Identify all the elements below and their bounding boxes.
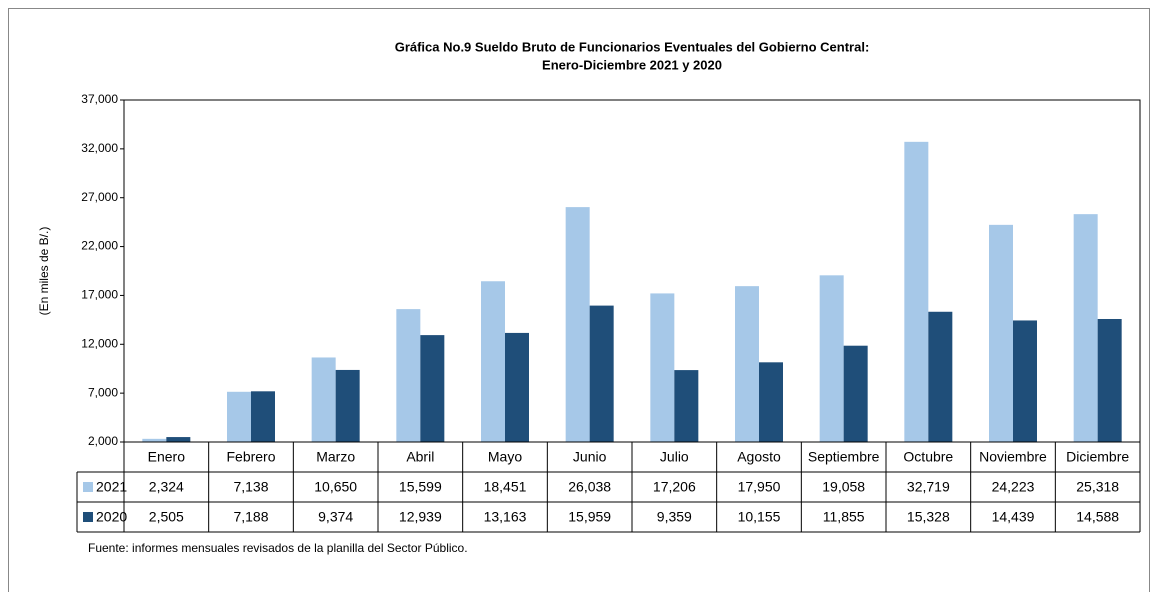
y-tick-label: 17,000 xyxy=(81,288,118,302)
bar xyxy=(735,286,759,442)
table-value: 9,359 xyxy=(657,509,692,525)
bar xyxy=(1013,320,1037,442)
bar xyxy=(311,357,336,442)
table-value: 12,939 xyxy=(399,509,442,525)
bar xyxy=(166,437,191,442)
legend-swatch xyxy=(83,482,93,492)
table-value: 17,206 xyxy=(653,479,696,495)
bar xyxy=(142,438,167,442)
chart-title: Gráfica No.9 Sueldo Bruto de Funcionario… xyxy=(395,39,870,54)
x-tick-label: Septiembre xyxy=(808,449,880,465)
bar xyxy=(420,335,445,442)
table-value: 19,058 xyxy=(822,479,865,495)
table-value: 17,950 xyxy=(738,479,781,495)
x-tick-label: Junio xyxy=(573,449,607,465)
table-value: 13,163 xyxy=(484,509,527,525)
table-value: 9,374 xyxy=(318,509,353,525)
bar xyxy=(904,141,929,442)
table-value: 26,038 xyxy=(568,479,611,495)
y-tick-label: 2,000 xyxy=(88,434,118,448)
bar xyxy=(1073,214,1098,442)
x-tick-label: Julio xyxy=(660,449,689,465)
x-tick-label: Febrero xyxy=(226,449,275,465)
table-value: 25,318 xyxy=(1076,479,1119,495)
bar xyxy=(1097,318,1122,442)
bar xyxy=(251,391,275,442)
table-value: 11,855 xyxy=(823,509,865,525)
table-value: 18,451 xyxy=(484,479,527,495)
table-value: 10,650 xyxy=(314,479,357,495)
table-value: 15,328 xyxy=(907,509,950,525)
bar xyxy=(674,370,699,442)
y-axis-label: (En miles de B/.) xyxy=(37,227,51,316)
bar xyxy=(928,311,953,442)
bar xyxy=(759,362,783,442)
y-tick-label: 32,000 xyxy=(81,141,118,155)
bar xyxy=(819,275,844,442)
y-tick-label: 27,000 xyxy=(81,190,118,204)
bar xyxy=(505,332,529,442)
bar xyxy=(481,281,505,442)
bar xyxy=(589,305,614,442)
frame xyxy=(8,8,1150,592)
x-tick-label: Agosto xyxy=(737,449,781,465)
table-value: 7,188 xyxy=(233,509,268,525)
table-value: 14,439 xyxy=(992,509,1035,525)
table-value: 24,223 xyxy=(992,479,1035,495)
y-tick-label: 22,000 xyxy=(81,239,118,253)
x-tick-label: Octubre xyxy=(903,449,953,465)
y-tick-label: 37,000 xyxy=(81,92,118,106)
bar xyxy=(843,345,868,442)
bar xyxy=(989,224,1013,442)
x-tick-label: Diciembre xyxy=(1066,449,1129,465)
plot-area xyxy=(123,99,1141,443)
bar xyxy=(335,369,360,442)
bar xyxy=(396,309,421,442)
table-value: 2,505 xyxy=(149,509,184,525)
bar xyxy=(227,391,251,442)
table-value: 2,324 xyxy=(149,479,184,495)
x-tick-label: Enero xyxy=(148,449,186,465)
y-tick-label: 7,000 xyxy=(88,385,118,399)
table-value: 10,155 xyxy=(738,509,781,525)
source-note: Fuente: informes mensuales revisados de … xyxy=(88,541,468,555)
table-value: 15,959 xyxy=(568,509,611,525)
table-value: 14,588 xyxy=(1076,509,1119,525)
x-tick-label: Noviembre xyxy=(979,449,1047,465)
bar xyxy=(650,293,675,442)
x-tick-label: Mayo xyxy=(488,449,522,465)
chart-title: Enero-Diciembre 2021 y 2020 xyxy=(542,57,722,72)
table-value: 15,599 xyxy=(399,479,442,495)
y-tick-label: 12,000 xyxy=(81,336,118,350)
legend-label: 2020 xyxy=(96,509,127,525)
table-value: 7,138 xyxy=(233,479,268,495)
legend-swatch xyxy=(83,512,93,522)
bar xyxy=(565,207,590,442)
x-tick-label: Abril xyxy=(406,449,434,465)
legend-label: 2021 xyxy=(96,479,127,495)
table-value: 32,719 xyxy=(907,479,950,495)
x-tick-label: Marzo xyxy=(316,449,355,465)
